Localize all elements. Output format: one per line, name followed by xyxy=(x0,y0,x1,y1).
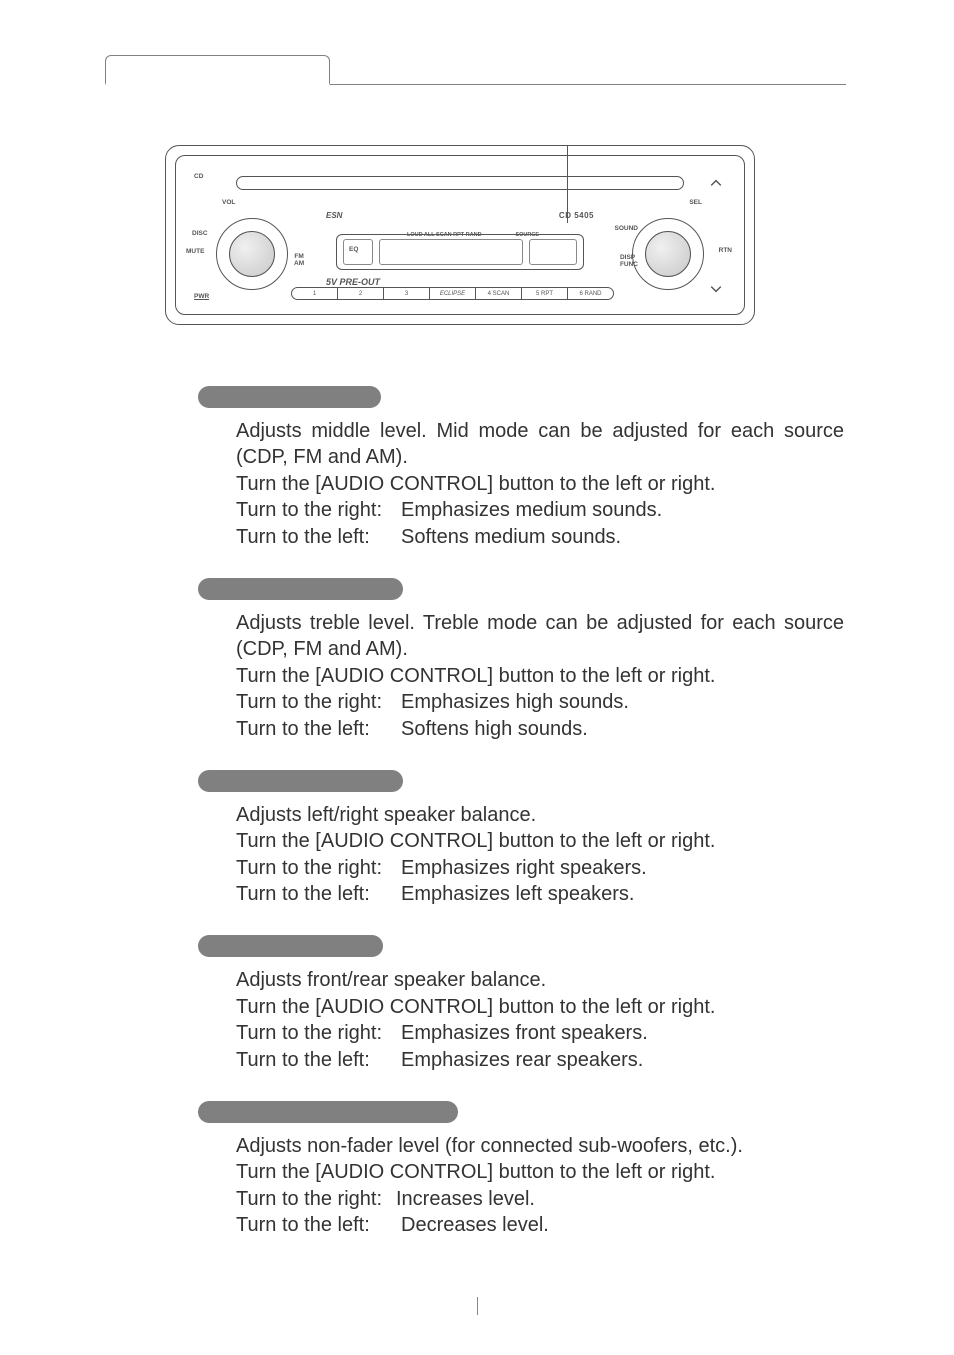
section-instruction: Turn the [AUDIO CONTROL] button to the l… xyxy=(236,663,844,689)
footer-rule xyxy=(477,1297,478,1315)
preset-2: 2 xyxy=(338,288,384,299)
turn-right-value: Increases level. xyxy=(396,1186,844,1212)
section-heading-bar xyxy=(198,770,403,792)
turn-right-row: Turn to the right:Emphasizes medium soun… xyxy=(236,497,844,523)
turn-right-value: Emphasizes right speakers. xyxy=(401,855,844,881)
lcd-main-seg xyxy=(379,239,523,265)
header-tab xyxy=(105,55,330,85)
preset-logo: ECLIPSE xyxy=(430,288,476,299)
turn-right-value: Emphasizes front speakers. xyxy=(401,1020,844,1046)
turn-right-label: Turn to the right: xyxy=(236,497,401,523)
turn-left-row: Turn to the left:Softens high sounds. xyxy=(236,716,844,742)
section-instruction: Turn the [AUDIO CONTROL] button to the l… xyxy=(236,994,844,1020)
preset-1: 1 xyxy=(292,288,338,299)
fm-am-label: FM AM xyxy=(294,254,304,267)
turn-left-row: Turn to the left:Emphasizes left speaker… xyxy=(236,881,844,907)
page-header xyxy=(105,55,846,85)
turn-left-label: Turn to the left: xyxy=(236,1212,401,1238)
section-body: Adjusts middle level. Mid mode can be ad… xyxy=(198,418,844,550)
section-body: Adjusts non-fader level (for connected s… xyxy=(198,1133,844,1239)
turn-right-value: Emphasizes medium sounds. xyxy=(401,497,844,523)
section-0: Adjusts middle level. Mid mode can be ad… xyxy=(198,386,844,550)
turn-right-label: Turn to the right: xyxy=(236,1020,401,1046)
turn-right-label: Turn to the right: xyxy=(236,689,401,715)
turn-right-value: Emphasizes high sounds. xyxy=(401,689,844,715)
turn-left-label: Turn to the left: xyxy=(236,1047,401,1073)
callout-lead-line xyxy=(567,145,568,223)
turn-left-value: Emphasizes rear speakers. xyxy=(401,1047,844,1073)
section-intro: Adjusts non-fader level (for connected s… xyxy=(236,1133,844,1159)
lcd-indicators: LOUD ALL SCAN RPT RAND xyxy=(407,233,482,239)
source-label: SOURCE xyxy=(515,233,539,239)
audio-control-knob xyxy=(216,218,288,290)
disp-func-label: DISP FUNC xyxy=(620,255,638,268)
turn-left-row: Turn to the left:Softens medium sounds. xyxy=(236,524,844,550)
preset-4: 4 SCAN xyxy=(476,288,522,299)
turn-left-row: Turn to the left:Emphasizes rear speaker… xyxy=(236,1047,844,1073)
turn-right-row: Turn to the right:Emphasizes front speak… xyxy=(236,1020,844,1046)
section-body: Adjusts front/rear speaker balance.Turn … xyxy=(198,967,844,1073)
turn-right-label: Turn to the right: xyxy=(236,855,401,881)
section-heading-bar xyxy=(198,1101,458,1123)
cd-eject-label: CD xyxy=(194,174,203,181)
preset-5: 5 RPT xyxy=(522,288,568,299)
section-body: Adjusts left/right speaker balance.Turn … xyxy=(198,802,844,908)
turn-left-label: Turn to the left: xyxy=(236,716,401,742)
turn-left-label: Turn to the left: xyxy=(236,524,401,550)
section-instruction: Turn the [AUDIO CONTROL] button to the l… xyxy=(236,471,844,497)
device-illustration: CD VOL DISC MUTE FM AM PWR SEL SOUND DIS… xyxy=(165,145,755,325)
esn-label: ESN xyxy=(326,212,342,220)
chevron-up-icon xyxy=(710,176,722,188)
device-inner-frame: CD VOL DISC MUTE FM AM PWR SEL SOUND DIS… xyxy=(175,155,745,315)
lcd-display: LOUD ALL SCAN RPT RAND SOURCE EQ xyxy=(336,234,584,270)
sel-label: SEL xyxy=(689,200,702,207)
turn-right-label: Turn to the right: xyxy=(236,1186,396,1212)
turn-left-row: Turn to the left:Decreases level. xyxy=(236,1212,844,1238)
section-intro: Adjusts front/rear speaker balance. xyxy=(236,967,844,993)
turn-right-row: Turn to the right:Emphasizes right speak… xyxy=(236,855,844,881)
section-heading-bar xyxy=(198,935,383,957)
turn-left-value: Emphasizes left speakers. xyxy=(401,881,844,907)
section-1: Adjusts treble level. Treble mode can be… xyxy=(198,578,844,742)
turn-right-row: Turn to the right:Increases level. xyxy=(236,1186,844,1212)
section-4: Adjusts non-fader level (for connected s… xyxy=(198,1101,844,1239)
sound-label: SOUND xyxy=(615,226,638,233)
section-2: Adjusts left/right speaker balance.Turn … xyxy=(198,770,844,908)
device-frame: CD VOL DISC MUTE FM AM PWR SEL SOUND DIS… xyxy=(165,145,755,325)
preset-3: 3 xyxy=(384,288,430,299)
vol-label: VOL xyxy=(222,200,235,207)
rtn-label: RTN xyxy=(719,248,732,255)
preset-button-strip: 1 2 3 ECLIPSE 4 SCAN 5 RPT 6 RAND xyxy=(291,287,614,300)
section-intro: Adjusts middle level. Mid mode can be ad… xyxy=(236,418,844,471)
chevron-down-icon xyxy=(710,282,722,294)
section-body: Adjusts treble level. Treble mode can be… xyxy=(198,610,844,742)
turn-right-row: Turn to the right:Emphasizes high sounds… xyxy=(236,689,844,715)
section-instruction: Turn the [AUDIO CONTROL] button to the l… xyxy=(236,828,844,854)
turn-left-value: Softens medium sounds. xyxy=(401,524,844,550)
cd-slot xyxy=(236,176,684,190)
mute-label: MUTE xyxy=(186,249,204,256)
model-label: CD 5405 xyxy=(559,212,594,220)
select-knob xyxy=(632,218,704,290)
section-heading-bar xyxy=(198,386,381,408)
turn-left-value: Softens high sounds. xyxy=(401,716,844,742)
preout-label: 5V PRE-OUT xyxy=(326,278,380,287)
disc-label: DISC xyxy=(192,231,208,238)
section-instruction: Turn the [AUDIO CONTROL] button to the l… xyxy=(236,1159,844,1185)
turn-left-value: Decreases level. xyxy=(401,1212,844,1238)
lcd-digits-seg xyxy=(529,239,577,265)
content: Adjusts middle level. Mid mode can be ad… xyxy=(198,386,844,1267)
preset-6: 6 RAND xyxy=(568,288,613,299)
section-heading-bar xyxy=(198,578,403,600)
pwr-label: PWR xyxy=(194,294,209,301)
eq-label: EQ xyxy=(349,247,358,254)
section-intro: Adjusts treble level. Treble mode can be… xyxy=(236,610,844,663)
section-intro: Adjusts left/right speaker balance. xyxy=(236,802,844,828)
section-3: Adjusts front/rear speaker balance.Turn … xyxy=(198,935,844,1073)
turn-left-label: Turn to the left: xyxy=(236,881,401,907)
